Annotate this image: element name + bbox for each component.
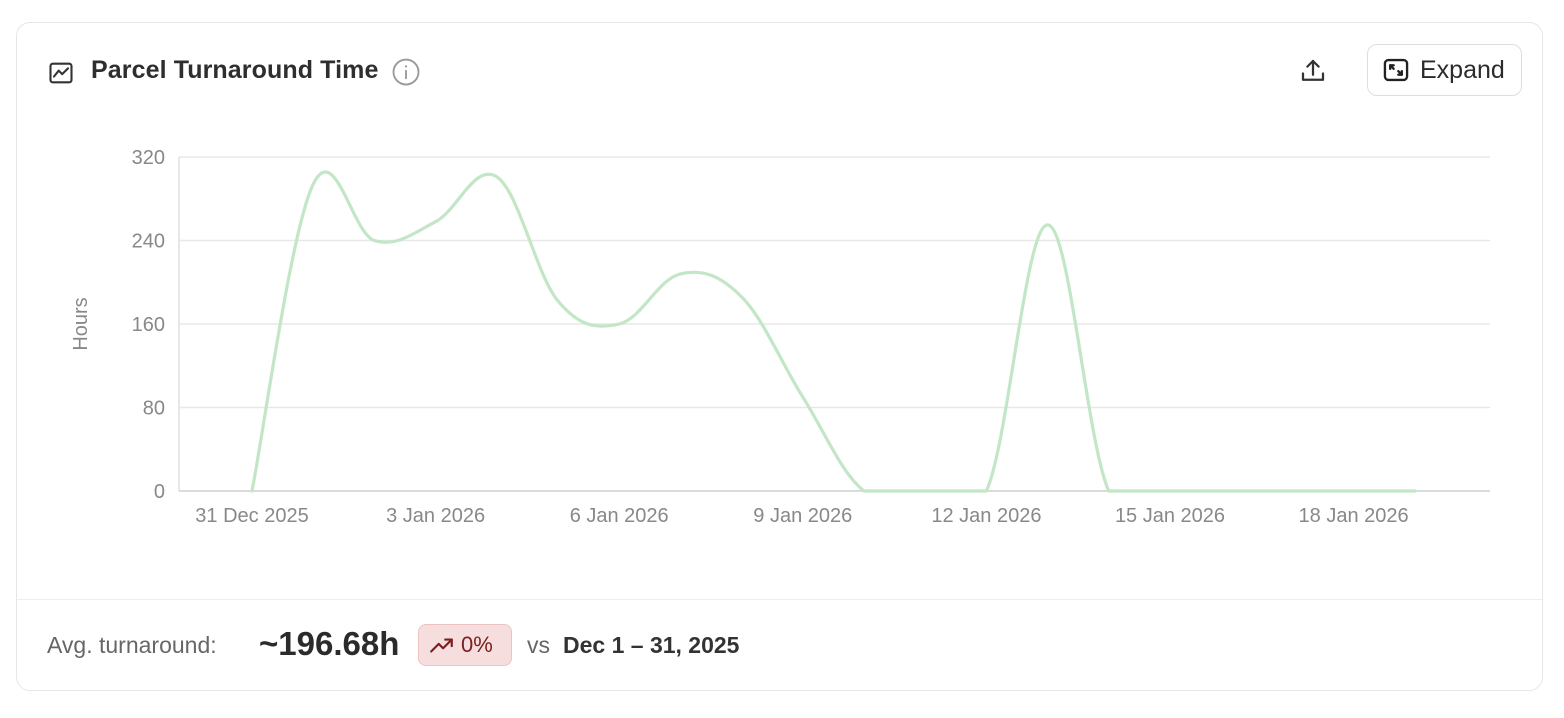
x-tick-label: 3 Jan 2026 (386, 505, 485, 527)
data-point (1289, 488, 1295, 494)
turnaround-line-chart: 0 80 160 240 320 Hours 31 Dec 2025 3 Jan 2026 6 … (70, 147, 1490, 527)
card-footer: Avg. turnaround: ~196.68h 0% vs Dec 1 – … (17, 599, 1542, 692)
x-tick-label: 15 Jan 2026 (1115, 505, 1225, 527)
card-title: Parcel Turnaround Time (91, 56, 379, 84)
change-badge: 0% (418, 624, 512, 666)
vs-label: vs (527, 632, 550, 658)
data-point (249, 488, 255, 494)
data-point (1351, 488, 1357, 494)
data-point (739, 294, 745, 300)
data-point (922, 488, 928, 494)
data-point (1412, 488, 1418, 494)
avg-turnaround-value: ~196.68h (259, 625, 400, 662)
chart-area: 0 80 160 240 320 Hours 31 Dec 2025 3 Jan 2026 6 … (17, 119, 1542, 599)
data-point (371, 238, 377, 244)
data-point (1106, 488, 1112, 494)
x-tick-label: 6 Jan 2026 (570, 505, 669, 527)
change-value: 0% (461, 632, 493, 657)
x-tick-label: 12 Jan 2026 (931, 505, 1041, 527)
data-point (616, 321, 622, 327)
data-point (1228, 488, 1234, 494)
data-point (555, 298, 561, 304)
data-point (677, 271, 683, 277)
card-header: Parcel Turnaround Time Expand (17, 23, 1542, 119)
x-tick-label: 9 Jan 2026 (753, 505, 852, 527)
expand-label: Expand (1420, 55, 1505, 84)
expand-icon (1383, 58, 1409, 82)
y-tick-label: 240 (132, 231, 165, 253)
data-point (861, 488, 867, 494)
data-point (433, 219, 439, 225)
y-tick-label: 0 (154, 481, 165, 503)
expand-button[interactable]: Expand (1367, 44, 1522, 96)
y-axis-label: Hours (70, 297, 92, 350)
data-point (800, 394, 806, 400)
series-line (250, 170, 1417, 493)
data-point (310, 181, 316, 187)
y-tick-label: 160 (132, 314, 165, 336)
x-tick-label: 18 Jan 2026 (1299, 505, 1409, 527)
data-point (983, 488, 989, 494)
trending-up-icon (430, 638, 453, 653)
y-tick-label: 80 (143, 398, 165, 420)
x-tick-label: 31 Dec 2025 (195, 505, 308, 527)
avg-turnaround-label: Avg. turnaround: (47, 632, 217, 658)
y-tick-label: 320 (132, 147, 165, 169)
export-button[interactable] (1295, 53, 1331, 89)
line-chart-icon (49, 62, 73, 84)
data-point (1045, 222, 1051, 228)
info-icon[interactable] (391, 57, 421, 87)
data-point (494, 174, 500, 180)
comparison-period: Dec 1 – 31, 2025 (563, 632, 740, 658)
upload-icon (1301, 59, 1325, 81)
data-point (1167, 488, 1173, 494)
